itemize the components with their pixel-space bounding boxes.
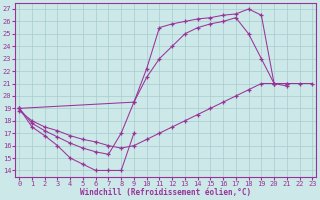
X-axis label: Windchill (Refroidissement éolien,°C): Windchill (Refroidissement éolien,°C) [80,188,251,197]
